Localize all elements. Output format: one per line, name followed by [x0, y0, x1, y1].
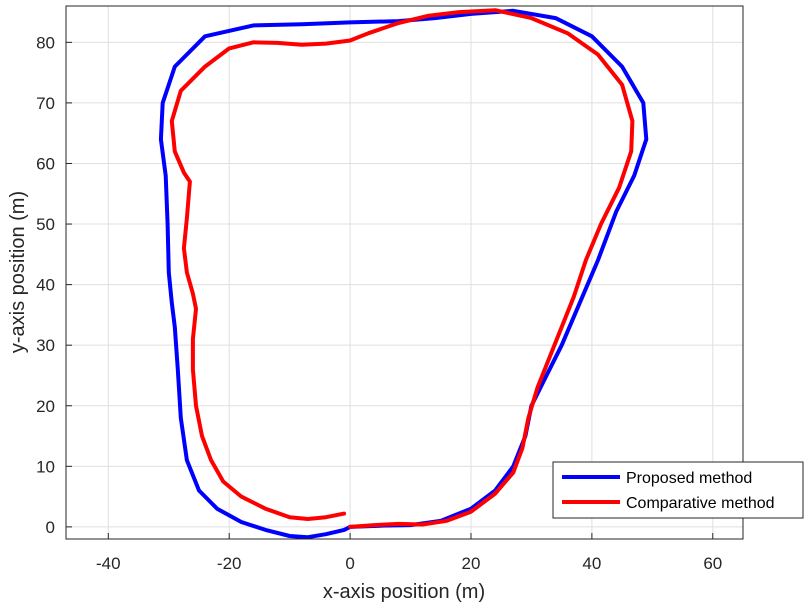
y-tick-label: 10 [36, 457, 55, 476]
axis-ticks: -40 -20 0 20 40 60 0 10 20 30 40 50 60 70 80 [36, 33, 722, 573]
y-tick-label: 80 [36, 33, 55, 52]
legend-label-comparative: Comparative method [626, 495, 775, 512]
legend: Proposed method Comparative method [552, 461, 804, 519]
legend-box [552, 461, 804, 519]
y-tick-label: 0 [46, 518, 55, 537]
x-tick-label: -20 [217, 554, 242, 573]
y-tick-label: 20 [36, 397, 55, 416]
x-tick-label: -40 [96, 554, 121, 573]
series-lines [158, 8, 649, 540]
y-tick-label: 60 [36, 154, 55, 173]
y-axis-label: y-axis position (m) [7, 191, 29, 353]
series-line-comparative [169, 8, 635, 529]
plot-frame [65, 5, 744, 540]
y-tick-label: 30 [36, 336, 55, 355]
x-axis-label: x-axis position (m) [323, 581, 485, 603]
y-tick-label: 70 [36, 94, 55, 113]
x-tick-label: 60 [703, 554, 722, 573]
y-tick-label: 50 [36, 215, 55, 234]
x-tick-label: 0 [345, 554, 354, 573]
x-tick-label: 40 [582, 554, 601, 573]
y-tick-label: 40 [36, 276, 55, 295]
x-tick-label: 20 [462, 554, 481, 573]
legend-label-proposed: Proposed method [626, 470, 752, 487]
